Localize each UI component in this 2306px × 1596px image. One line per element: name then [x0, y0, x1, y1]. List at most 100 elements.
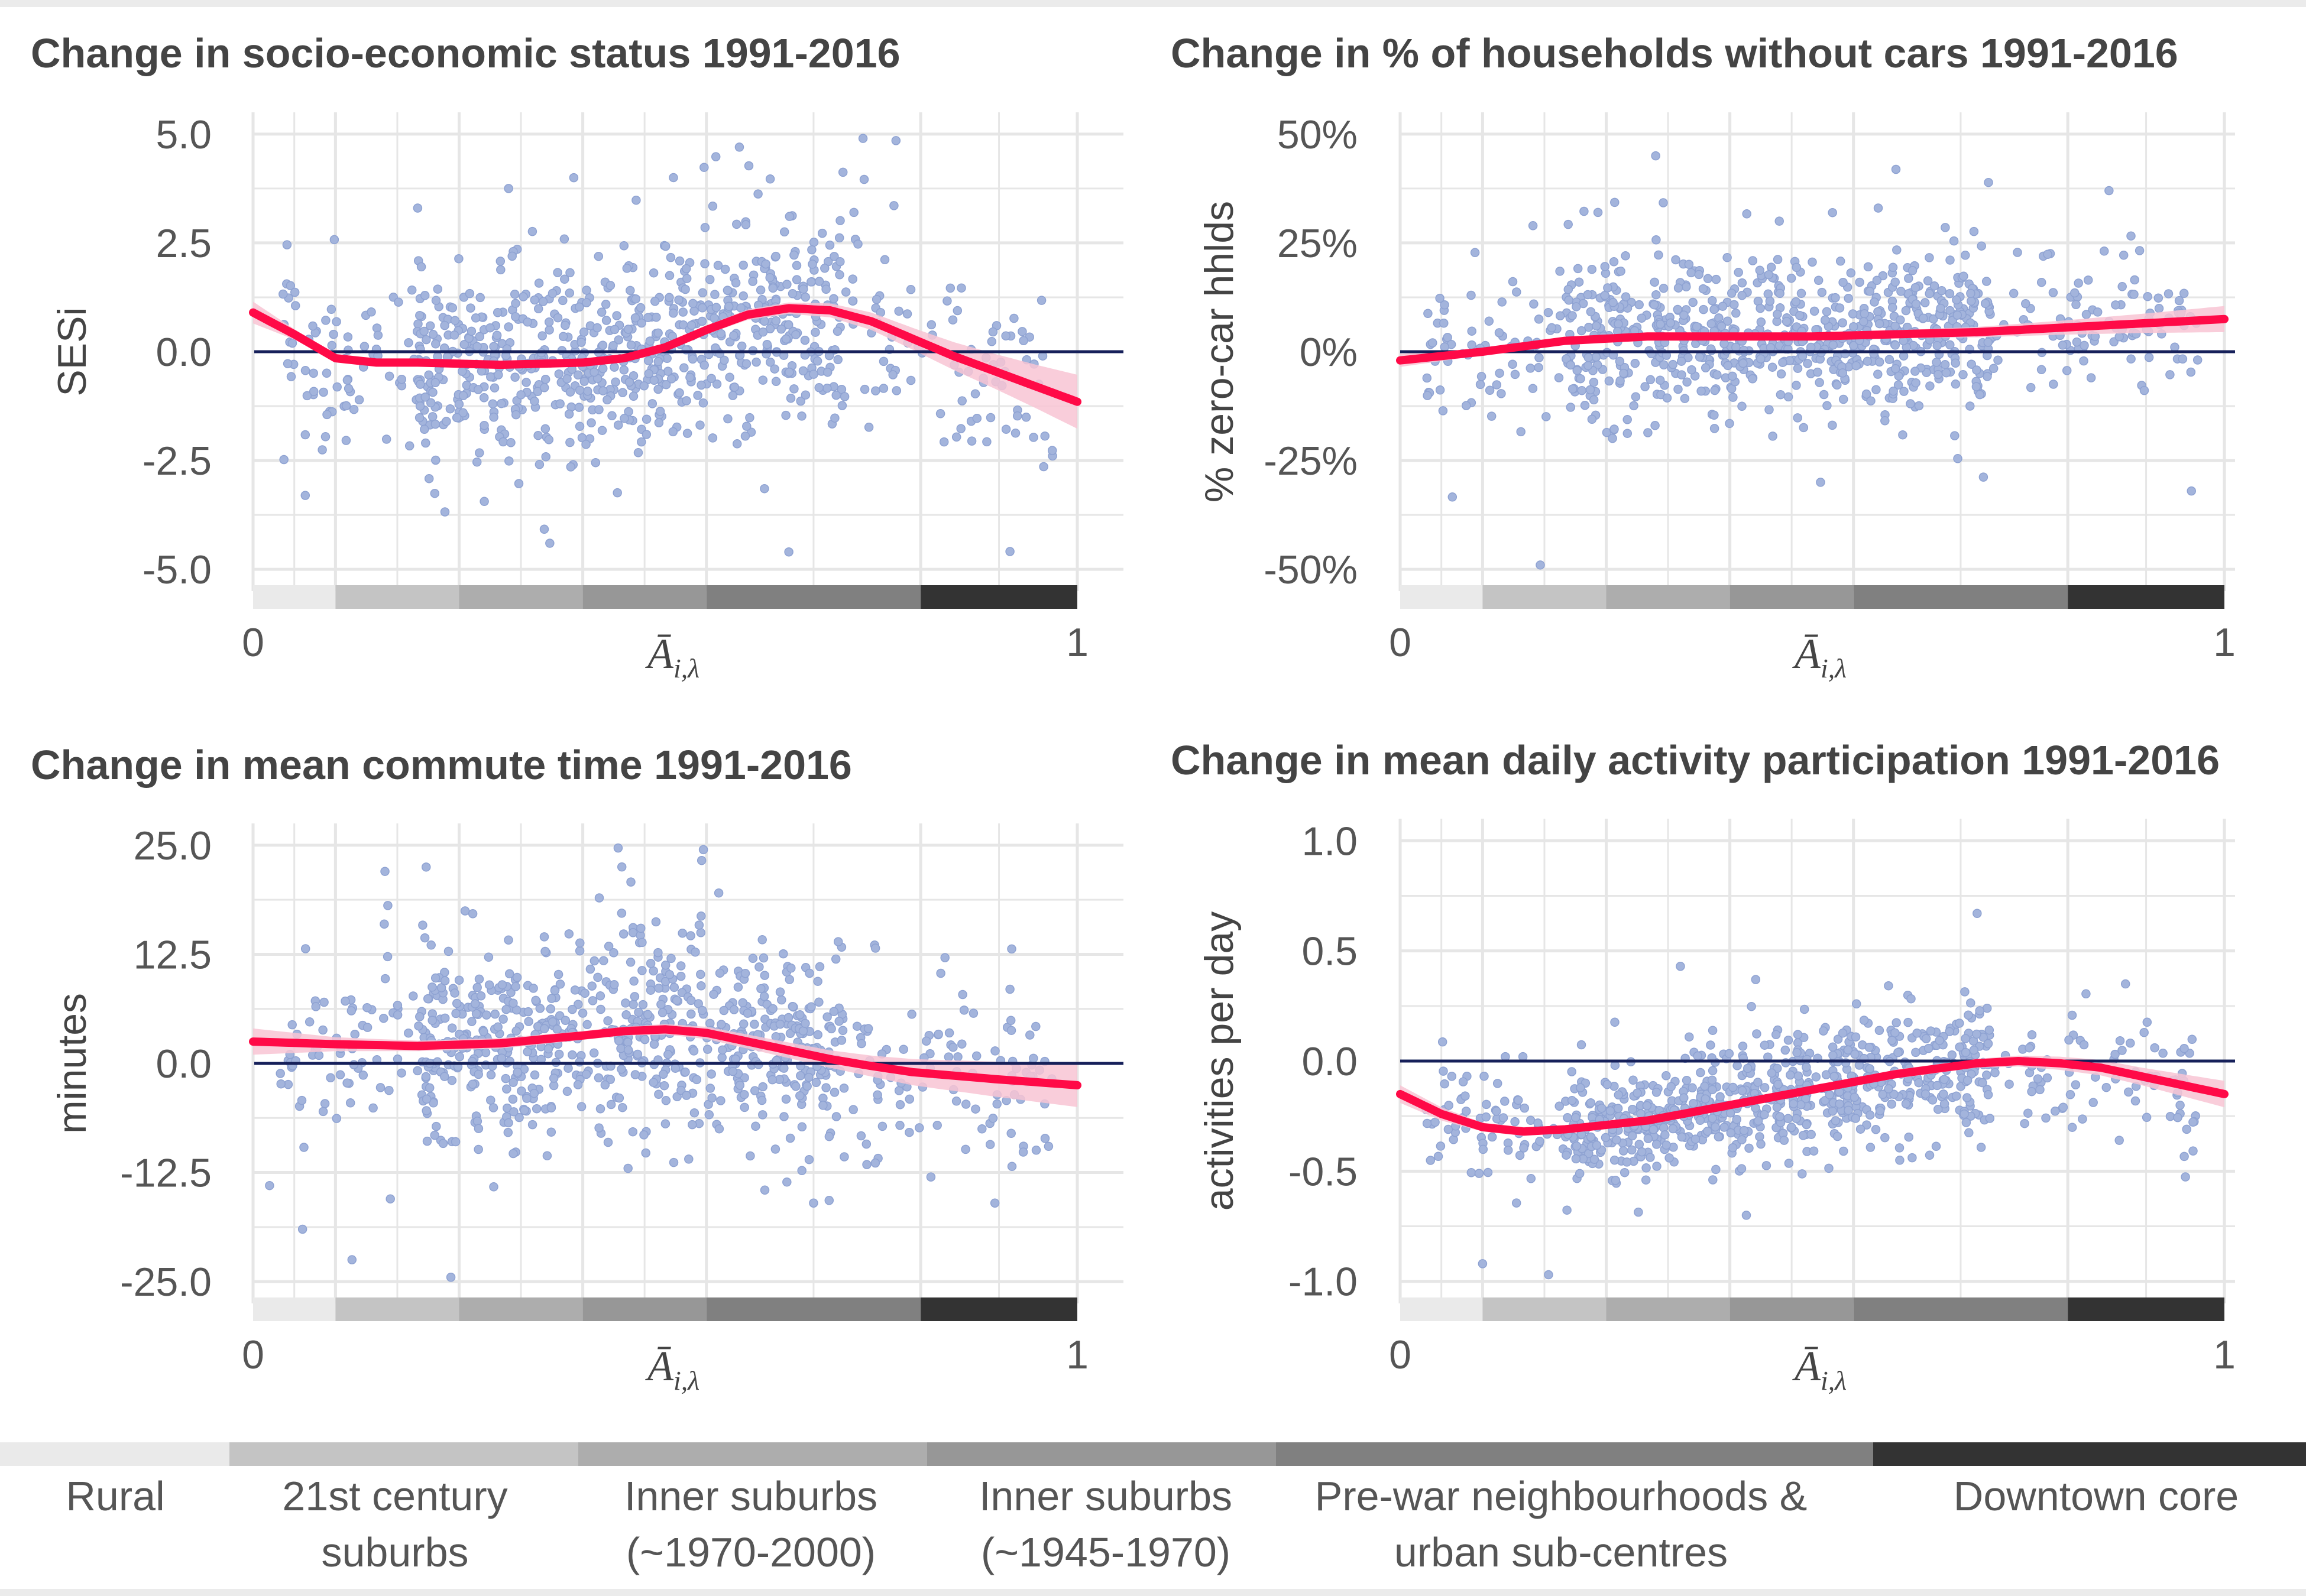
data-point [666, 374, 676, 384]
data-point [643, 1010, 653, 1020]
data-point [1748, 256, 1758, 265]
data-point [719, 1005, 729, 1016]
data-point [1932, 340, 1942, 351]
data-point [943, 296, 952, 306]
y-tick-label: -2.5 [142, 439, 212, 484]
data-point [2126, 231, 2136, 241]
data-point [834, 233, 844, 243]
data-point [1676, 356, 1686, 366]
data-point [1470, 248, 1480, 258]
data-point [814, 997, 824, 1007]
band-segment [706, 585, 921, 609]
data-point [1761, 1161, 1771, 1170]
data-point [1815, 378, 1824, 387]
data-point [689, 1108, 699, 1118]
data-point [1780, 1045, 1790, 1055]
data-point [480, 497, 489, 507]
data-point [1668, 1124, 1678, 1134]
data-point [1680, 394, 1690, 403]
data-point [646, 985, 656, 995]
data-point [530, 1070, 540, 1080]
data-point [614, 1093, 624, 1103]
data-point [636, 303, 646, 313]
data-point [476, 991, 486, 1001]
data-point [1534, 314, 1544, 324]
data-point [1960, 987, 1970, 997]
data-point [484, 980, 494, 990]
data-point [797, 411, 807, 421]
data-point [1828, 207, 1837, 218]
data-point [1914, 401, 1924, 411]
data-point [1651, 1140, 1662, 1149]
data-point [1910, 366, 1920, 376]
data-point [432, 1121, 441, 1131]
data-point [1873, 307, 1883, 317]
data-point [637, 318, 646, 328]
data-point [709, 990, 718, 999]
data-point [430, 973, 441, 983]
data-point [674, 295, 684, 305]
data-point [714, 1124, 724, 1134]
data-point [451, 1008, 461, 1018]
data-point [511, 410, 521, 420]
data-point [575, 385, 585, 395]
data-point [424, 473, 434, 484]
data-point [1941, 368, 1951, 378]
data-point [1838, 368, 1848, 378]
data-point [440, 320, 449, 330]
data-point [575, 421, 585, 432]
data-point [2124, 1087, 2133, 1097]
data-point [574, 403, 584, 412]
data-point [990, 1198, 1000, 1208]
data-point [2070, 288, 2080, 298]
data-point [2080, 340, 2089, 351]
data-point [1848, 309, 1858, 319]
y-tick-label: 0% [1300, 330, 1358, 375]
data-point [852, 1021, 862, 1031]
data-point [508, 1094, 518, 1104]
data-point [1029, 1053, 1038, 1063]
data-point [1562, 1150, 1571, 1160]
data-point [621, 1010, 631, 1020]
legend-label: Rural [66, 1473, 164, 1519]
data-point [733, 982, 743, 992]
data-point [805, 968, 814, 978]
data-point [459, 340, 469, 349]
data-point [822, 367, 833, 377]
data-point [759, 991, 769, 1001]
data-point [1574, 277, 1584, 287]
data-point [1947, 1050, 1957, 1060]
data-point [972, 413, 982, 423]
data-point [520, 1105, 529, 1115]
data-point [1643, 1134, 1653, 1143]
band-segment [1606, 1297, 1730, 1321]
data-point [796, 396, 805, 406]
data-point [1006, 1128, 1016, 1138]
data-point [807, 245, 817, 255]
data-point [1951, 1091, 1961, 1101]
data-point [785, 1133, 795, 1143]
data-point [506, 438, 516, 447]
data-point [1978, 1078, 1987, 1088]
data-point [1767, 362, 1777, 372]
data-point [927, 320, 937, 330]
data-point [2036, 277, 2046, 287]
data-point [454, 254, 464, 264]
data-point [788, 289, 798, 299]
data-point [319, 997, 329, 1007]
data-point [841, 287, 851, 297]
data-point [1576, 1083, 1585, 1092]
data-point [1865, 287, 1875, 296]
data-point [902, 309, 912, 319]
data-point [610, 325, 620, 335]
data-point [1422, 1118, 1432, 1128]
data-point [1829, 1072, 1839, 1081]
data-point [935, 409, 945, 419]
data-point [332, 1114, 342, 1123]
data-point [302, 391, 312, 401]
x-tick-label: 1 [2213, 620, 2236, 665]
data-point [318, 445, 327, 455]
data-point [546, 1103, 556, 1112]
data-point [698, 845, 708, 855]
data-point [593, 972, 603, 982]
